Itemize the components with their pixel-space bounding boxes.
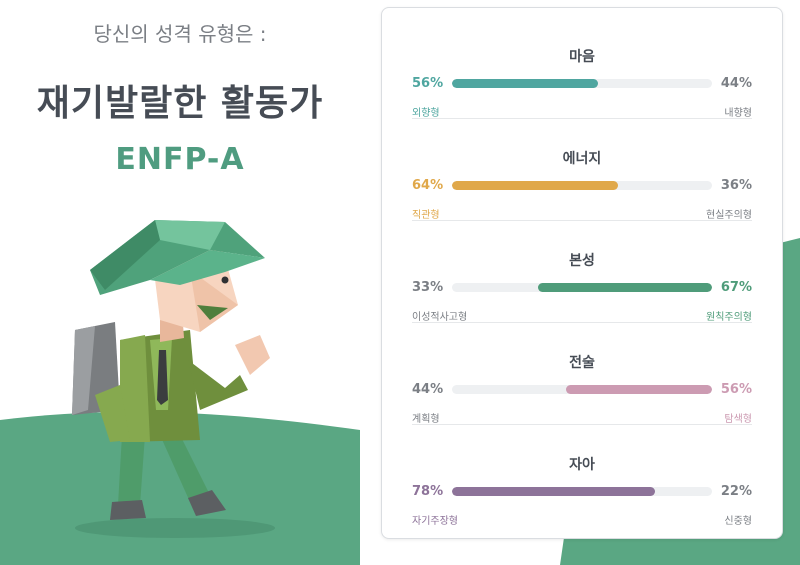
- trait-right-percent: 44%: [720, 76, 752, 91]
- trait-left-label: 직관형: [412, 210, 440, 221]
- trait-row-mind: 마음 56% 44% 외향형 내향형: [412, 18, 752, 119]
- trait-left-percent: 33%: [412, 280, 444, 295]
- trait-row-energy: 에너지 64% 36% 직관형 현실주의형: [412, 120, 752, 221]
- trait-right-label: 탐색형: [724, 414, 752, 425]
- personality-type-code: ENFP-A: [115, 142, 245, 177]
- result-lead-text: 당신의 성격 유형은 :: [93, 22, 267, 46]
- trait-title: 마음: [569, 49, 595, 65]
- trait-row-nature: 본성 33% 67% 이성적사고형 원칙주의형: [412, 222, 752, 323]
- trait-right-percent: 67%: [720, 280, 752, 295]
- trait-divider: [412, 118, 752, 119]
- trait-bar-fill: [452, 487, 655, 496]
- trait-left-label: 이성적사고형: [412, 312, 468, 323]
- trait-title: 자아: [569, 457, 595, 473]
- trait-left-percent: 56%: [412, 76, 444, 91]
- trait-bar-fill: [452, 79, 598, 88]
- trait-scores-card: 마음 56% 44% 외향형 내향형 에너지 64% 36% 직관형 현실주의형…: [381, 7, 783, 539]
- trait-bar-track: [452, 385, 712, 394]
- trait-row-tactics: 전술 44% 56% 계획형 탐색형: [412, 324, 752, 425]
- trait-bar-track: [452, 487, 712, 496]
- trait-bar-track: [452, 283, 712, 292]
- trait-title: 전술: [569, 355, 595, 371]
- trait-title: 에너지: [562, 151, 602, 167]
- trait-right-label: 현실주의형: [706, 210, 752, 221]
- trait-left-label: 계획형: [412, 414, 440, 425]
- trait-right-percent: 56%: [720, 382, 752, 397]
- trait-left-label: 외향형: [412, 108, 440, 119]
- trait-bar-track: [452, 181, 712, 190]
- trait-bar-track: [452, 79, 712, 88]
- trait-right-label: 신중형: [724, 516, 752, 527]
- trait-bar-fill: [537, 283, 712, 292]
- trait-bar-fill: [452, 181, 619, 190]
- trait-right-percent: 36%: [720, 178, 752, 193]
- trait-right-label: 내향형: [724, 108, 752, 119]
- trait-divider: [412, 424, 752, 425]
- trait-divider: [412, 220, 752, 221]
- trait-bar-fill: [566, 385, 712, 394]
- trait-row-identity: 자아 78% 22% 자기주장형 신중형: [412, 426, 752, 527]
- trait-right-label: 원칙주의형: [706, 312, 752, 323]
- trait-left-percent: 78%: [412, 484, 444, 499]
- campaigner-character-illustration: [72, 220, 275, 538]
- trait-left-percent: 64%: [412, 178, 444, 193]
- trait-right-percent: 22%: [720, 484, 752, 499]
- trait-title: 본성: [569, 253, 595, 269]
- trait-left-percent: 44%: [412, 382, 444, 397]
- trait-divider: [412, 322, 752, 323]
- trait-left-label: 자기주장형: [412, 516, 458, 527]
- personality-type-name: 재기발랄한 활동가: [36, 83, 324, 124]
